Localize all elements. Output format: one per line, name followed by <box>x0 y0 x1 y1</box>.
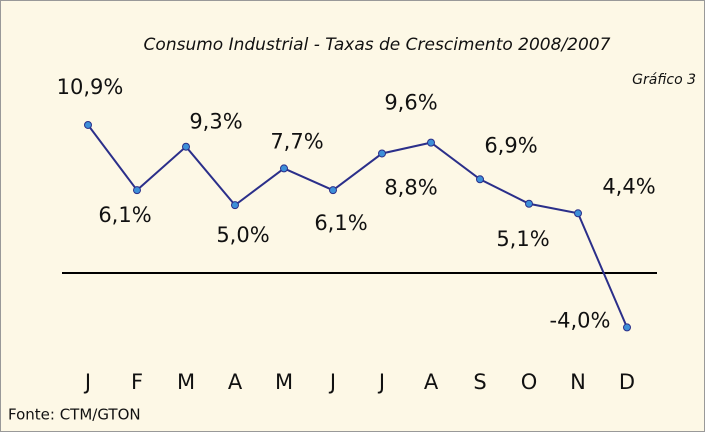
point <box>280 164 288 173</box>
point <box>84 120 92 129</box>
value-label: -4,0% <box>550 308 611 332</box>
value-label: 9,3% <box>189 110 242 134</box>
value-label: 10,9% <box>57 75 124 99</box>
point <box>182 142 190 151</box>
x-tick-label: S <box>473 370 486 394</box>
x-tick-label: F <box>131 370 143 394</box>
x-tick-label: M <box>177 370 195 394</box>
x-tick-label: A <box>424 370 439 394</box>
point <box>231 201 239 210</box>
point <box>623 323 631 332</box>
value-label: 6,1% <box>98 203 151 227</box>
point <box>133 186 141 195</box>
point <box>476 175 484 184</box>
value-label: 6,1% <box>314 211 367 235</box>
x-tick-label: M <box>275 370 293 394</box>
point <box>378 149 386 158</box>
point <box>427 138 435 147</box>
x-tick-label: J <box>328 370 336 394</box>
point <box>574 209 582 218</box>
point <box>525 199 533 208</box>
x-tick-label: O <box>521 370 538 394</box>
chart-subtitle: Gráfico 3 <box>632 72 696 88</box>
x-tick-label: J <box>377 370 385 394</box>
value-label: 5,0% <box>216 223 269 247</box>
x-tick-label: D <box>619 370 635 394</box>
value-label: 8,8% <box>384 175 437 199</box>
value-label: 5,1% <box>496 227 549 251</box>
chart-title: Consumo Industrial - Taxas de Cresciment… <box>144 35 611 55</box>
x-tick-label: N <box>570 370 586 394</box>
x-tick-label: A <box>228 370 243 394</box>
value-label: 7,7% <box>270 129 323 153</box>
point <box>329 186 337 195</box>
value-label: 6,9% <box>484 133 537 157</box>
series-line <box>87 124 628 328</box>
source-note: Fonte: CTM/GTON <box>8 406 141 424</box>
x-tick-label: J <box>83 370 91 394</box>
value-label: 4,4% <box>602 174 655 198</box>
value-label: 9,6% <box>384 91 437 115</box>
